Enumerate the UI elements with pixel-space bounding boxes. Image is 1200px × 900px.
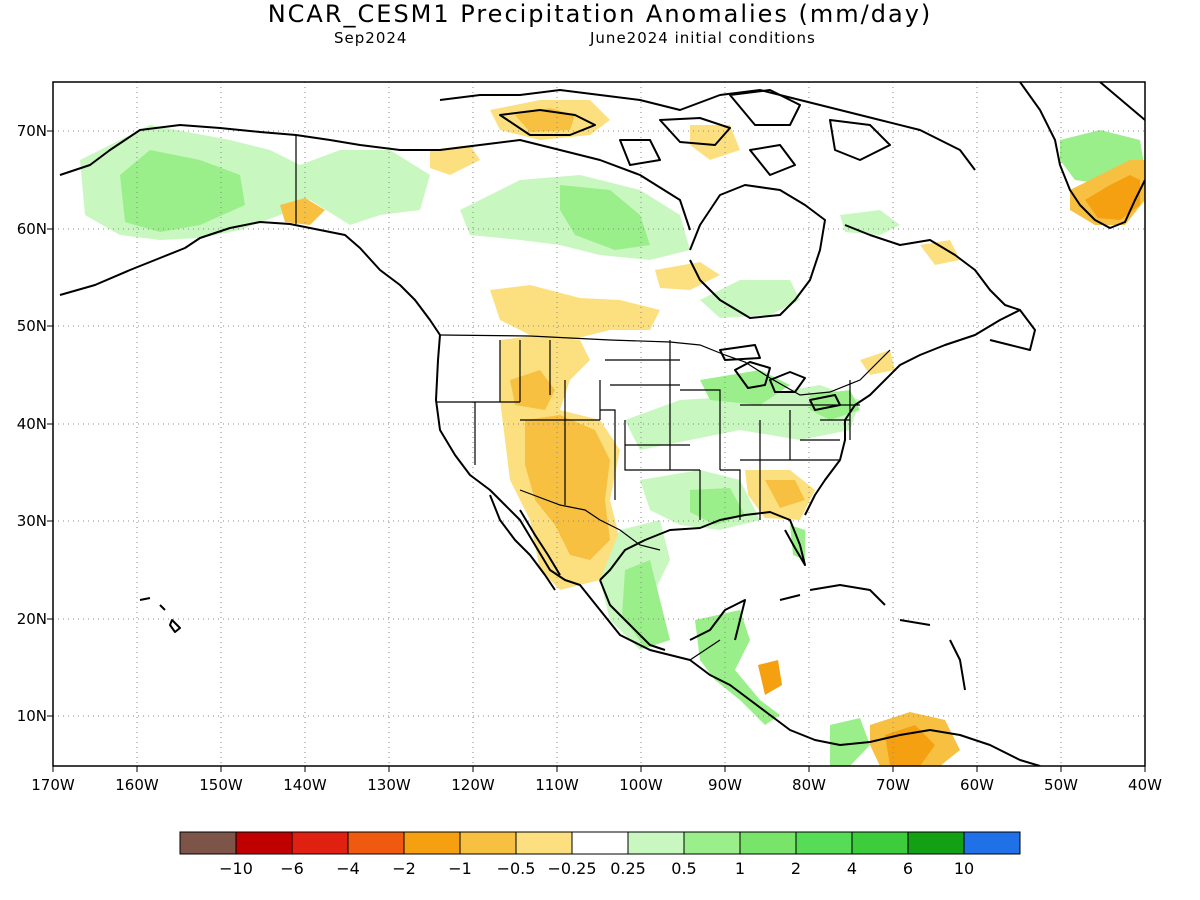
lon-label: 80W [792,776,826,794]
lon-label: 110W [535,776,579,794]
coastlines [59,82,1145,766]
colorbar-label: −6 [280,859,304,878]
map-plot [53,82,1145,766]
lat-label: 70N [17,122,47,140]
shade-canada-wet-2 [560,185,650,250]
shade-southwest-dry [525,415,610,560]
coast-baja [489,494,561,591]
colorbar-label: −0.25 [547,859,596,878]
coast-alaska [59,124,441,336]
colorbar-label: 4 [847,859,857,878]
colorbar-label: 0.5 [671,859,696,878]
lon-label: 140W [283,776,327,794]
colorbar-swatch [235,831,293,855]
shade-quebec-wet [840,210,900,235]
lon-label: 120W [451,776,495,794]
colorbar-label: 6 [903,859,913,878]
shade-yukon-dry [280,198,325,225]
lat-label: 10N [17,707,47,725]
colorbar-label: −10 [219,859,253,878]
colorbar-label: −0.5 [497,859,536,878]
border-us-canada [439,334,891,396]
coast-hawaii [139,597,181,633]
us-state-lines [436,340,860,520]
shade-alaska-wet-2 [120,150,245,232]
lat-axis-labels: 70N 60N 50N 40N 30N 20N 10N [17,122,53,725]
shade-plains-wet [625,385,860,450]
lon-label: 70W [876,776,910,794]
lon-label: 60W [960,776,994,794]
shade-prairie-dry [490,285,660,340]
colorbar-swatch [291,831,349,855]
coast-labrador [844,224,1021,311]
anomaly-shading [80,100,1145,766]
coast-arctic [295,89,976,231]
colorbar-label: 10 [954,859,974,878]
colorbar-swatch [627,831,685,855]
colorbar-swatch [907,831,965,855]
shade-hudson-wet [700,280,800,318]
valid-month: Sep2024 [334,29,408,47]
graticule [53,82,1145,766]
colorbar-swatch [683,831,741,855]
colorbar-swatch [851,831,909,855]
lon-label: 90W [708,776,742,794]
boundaries [295,135,891,661]
coast-caribbean [779,584,966,691]
shade-greenland-dry-2 [1085,175,1140,220]
shade-labrador-dry [920,240,960,265]
colorbar-label: 1 [735,859,745,878]
shade-central-am-wet [695,610,780,725]
border-mexico-guatemala [689,639,721,661]
lat-label: 60N [17,220,47,238]
colorbar-label: 0.25 [610,859,646,878]
colorbar-swatch [795,831,853,855]
colorbar-swatch [179,831,237,855]
coast-gulf [599,511,806,651]
shade-arctic-dry-4 [690,125,740,160]
coast-greenland [1019,82,1145,229]
lon-label: 130W [367,776,411,794]
lon-label: 100W [619,776,663,794]
lat-label: 40N [17,415,47,433]
colorbar-swatch [739,831,797,855]
shade-arctic-dry-2 [515,108,575,132]
colorbar-labels: −10 −6 −4 −2 −1 −0.5 −0.25 0.25 0.5 1 2 4 6 10 [219,859,974,878]
shade-georgia-dry [765,480,805,508]
shade-idaho-dry [510,370,555,410]
lat-label: 20N [17,610,47,628]
colorbar-swatch [571,831,629,855]
coast-arctic-islands [499,89,891,176]
coast-west-us [435,334,1041,766]
colorbar-swatch [515,831,573,855]
lon-label: 160W [115,776,159,794]
shade-manitoba-dry [655,262,720,290]
colorbar-swatch [459,831,517,855]
lat-label: 50N [17,317,47,335]
shade-colombia-wet [830,718,870,766]
lon-label: 50W [1044,776,1078,794]
lon-label: 150W [199,776,243,794]
colorbar-swatch [963,831,1021,855]
colorbar-swatch [403,831,461,855]
lon-label: 170W [31,776,75,794]
lon-axis-labels: 170W 160W 150W 140W 130W 120W 110W 100W 90W 80W 70… [31,766,1162,794]
colorbar [179,831,1021,855]
colorbar-swatch [347,831,405,855]
colorbar-label: −2 [392,859,416,878]
colorbar-label: −1 [448,859,472,878]
coast-hudson [689,184,826,319]
shade-gulf-wet-2 [690,488,745,525]
shade-arctic-dry-3 [430,145,480,175]
lat-label: 30N [17,512,47,530]
shade-honduras-dry [758,660,782,695]
colorbar-label: −4 [336,859,360,878]
init-conditions: June2024 initial conditions [590,29,816,47]
map-title: NCAR_CESM1 Precipitation Anomalies (mm/d… [267,0,933,28]
shade-mexico-wet-2 [622,560,670,648]
lon-label: 40W [1128,776,1162,794]
colorbar-label: 2 [791,859,801,878]
border-us-mexico [519,489,661,551]
